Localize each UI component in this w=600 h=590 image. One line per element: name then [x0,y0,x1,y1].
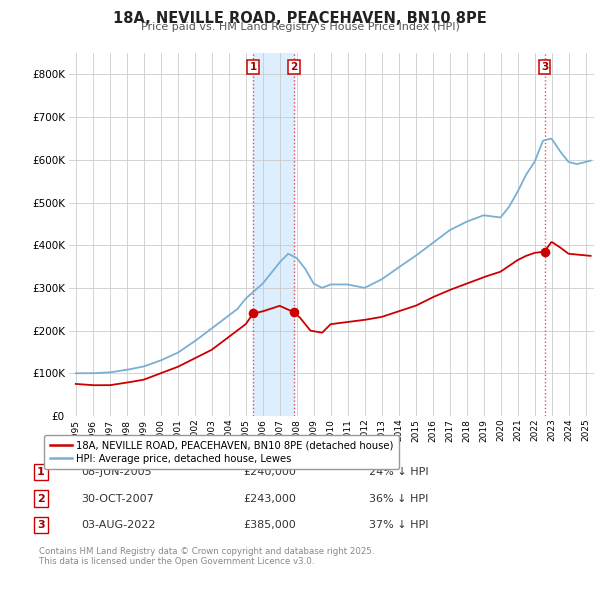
Text: This data is licensed under the Open Government Licence v3.0.: This data is licensed under the Open Gov… [39,558,314,566]
Text: 3: 3 [541,62,548,72]
Text: £385,000: £385,000 [243,520,296,530]
Text: 1: 1 [250,62,257,72]
Text: 30-OCT-2007: 30-OCT-2007 [81,494,154,503]
Text: 3: 3 [37,520,44,530]
Text: 36% ↓ HPI: 36% ↓ HPI [369,494,428,503]
Text: 1: 1 [37,467,44,477]
Text: 2: 2 [37,494,44,503]
Point [289,307,299,317]
Text: 03-AUG-2022: 03-AUG-2022 [81,520,155,530]
Text: £243,000: £243,000 [243,494,296,503]
Legend: 18A, NEVILLE ROAD, PEACEHAVEN, BN10 8PE (detached house), HPI: Average price, de: 18A, NEVILLE ROAD, PEACEHAVEN, BN10 8PE … [44,434,400,469]
Text: 37% ↓ HPI: 37% ↓ HPI [369,520,428,530]
Text: £240,000: £240,000 [243,467,296,477]
Text: 08-JUN-2005: 08-JUN-2005 [81,467,152,477]
Text: 24% ↓ HPI: 24% ↓ HPI [369,467,428,477]
Point [248,309,258,318]
Text: 18A, NEVILLE ROAD, PEACEHAVEN, BN10 8PE: 18A, NEVILLE ROAD, PEACEHAVEN, BN10 8PE [113,11,487,25]
Text: Contains HM Land Registry data © Crown copyright and database right 2025.: Contains HM Land Registry data © Crown c… [39,548,374,556]
Text: 2: 2 [290,62,298,72]
Bar [253,53,294,416]
Text: Price paid vs. HM Land Registry's House Price Index (HPI): Price paid vs. HM Land Registry's House … [140,22,460,32]
Point [540,247,550,256]
